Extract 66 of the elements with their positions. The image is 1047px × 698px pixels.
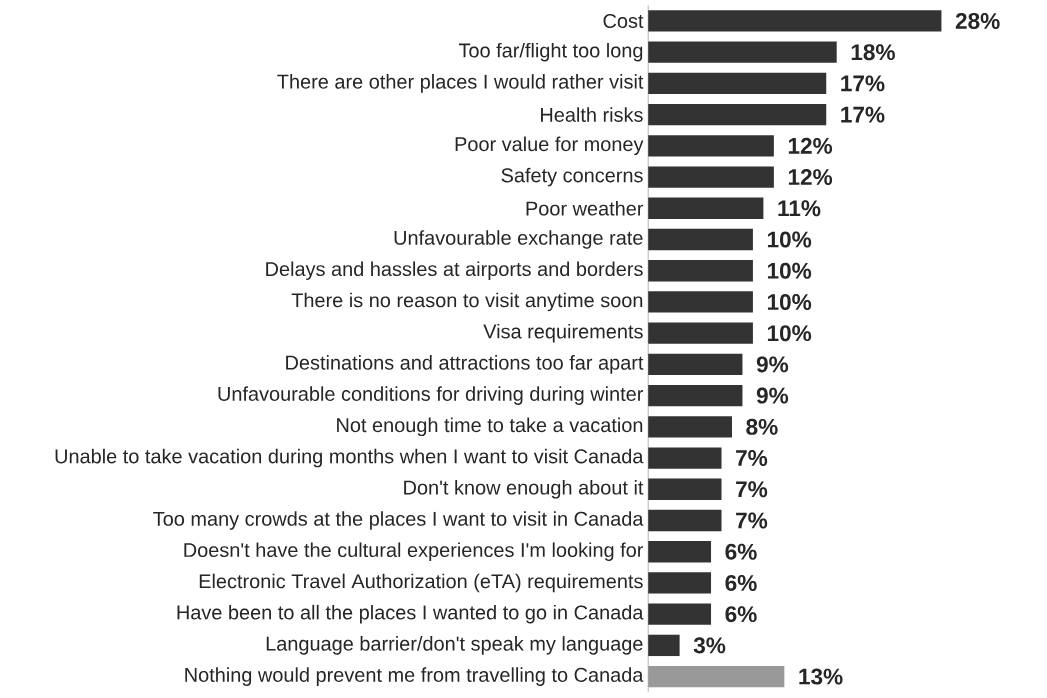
data-label: 18% [851,44,895,61]
y-tick-label: Electronic Travel Authorization (eTA) requirements [199,573,643,593]
bar [648,197,764,220]
data-label: 9% [756,387,789,404]
bar [648,447,722,469]
data-label: 17% [841,75,885,92]
data-label: 10% [767,231,812,248]
y-tick-label: Unfavourable conditions for driving during winter [218,386,644,406]
bar [648,104,827,126]
bar [648,385,743,407]
y-tick-label: There are other places I would rather visit [277,74,644,93]
y-tick-label: Language barrier/don't speak my language [266,636,643,655]
bar [648,10,942,32]
bar [648,416,732,438]
bar [648,291,753,313]
data-label: 6% [725,575,757,592]
bar [648,478,722,501]
y-tick-label: There is no reason to visit anytime soon [291,292,643,312]
bar [648,322,753,345]
data-label: 6% [725,543,757,560]
bar [648,541,712,563]
bar [648,353,743,376]
y-tick-label: Have been to all the places I wanted to go in Canada [177,605,644,624]
data-label: 7% [736,450,768,467]
y-tick-label: Poor value for money [455,136,644,156]
bar [648,229,753,251]
y-tick-label: Doesn't have the cultural experiences I'm looking for [184,542,644,562]
bar [648,135,774,157]
data-label: 9% [756,356,789,373]
data-label: 3% [693,637,726,654]
y-tick-label: Delays and hassles at airports and borders [266,261,643,281]
data-label: 10% [767,294,812,311]
bar [648,510,722,532]
y-tick-label: Unable to take vacation during months when I want to visit Canada [55,448,644,468]
bar [648,666,785,688]
bar [648,603,712,626]
data-label: 7% [736,481,768,498]
y-tick-label: Destinations and attractions too far apart [286,355,644,374]
bar [648,166,774,188]
y-tick-label: Health risks [541,107,643,123]
data-label: 12% [788,169,833,186]
data-label: 10% [767,262,812,279]
y-tick-label: Too many crowds at the places I want to visit in Canada [153,511,644,530]
data-label: 6% [725,606,757,623]
bar [648,572,712,594]
y-tick-label: Don't know enough about it [404,480,644,499]
bar [648,634,680,657]
bar [648,260,753,282]
y-tick-label: Cost [603,14,644,29]
y-tick-label: Unfavourable exchange rate [394,230,643,249]
data-label: 10% [767,325,812,342]
y-tick-label: Safety concerns [501,168,643,187]
bar [648,72,827,95]
y-tick-label: Poor weather [526,201,644,216]
y-tick-label: Too far/flight too long [458,43,643,62]
data-label: 13% [799,668,843,685]
y-tick-label: Visa requirements [483,324,643,343]
y-tick-label: Not enough time to take a vacation [337,417,643,437]
data-label: 7% [736,512,768,529]
data-label: 17% [841,106,885,123]
bar [648,41,837,64]
data-label: 8% [746,419,778,436]
data-label: 12% [788,138,833,155]
data-label: 11% [778,200,821,217]
data-label: 28% [955,13,1000,30]
y-tick-label: Nothing would prevent me from travelling to Canada [185,667,644,687]
